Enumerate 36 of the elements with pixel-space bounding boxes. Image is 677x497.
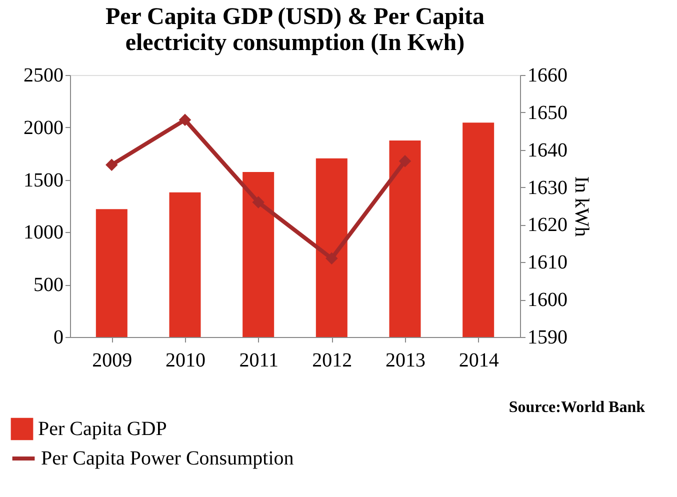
y2-tick-label: 1590 <box>528 326 568 348</box>
bar <box>316 158 348 337</box>
y-tick-label: 2000 <box>24 116 64 139</box>
x-tick-label: 2012 <box>312 350 352 372</box>
bar <box>462 122 494 337</box>
point <box>106 158 118 171</box>
y-tick-label: 2500 <box>24 64 64 86</box>
y2-tick-label: 1650 <box>528 102 568 124</box>
x-tick-label: 2009 <box>92 350 132 372</box>
point <box>178 114 192 126</box>
x-tick-label: 2013 <box>386 350 426 372</box>
x-tick-label: 2014 <box>458 350 499 372</box>
bar <box>169 192 201 337</box>
y2-tick-label: 1660 <box>528 64 568 86</box>
bar <box>242 172 274 337</box>
chart-title: Per Capita GDP (USD) & Per Capita electricity consumption (In Kwh) <box>105 4 485 56</box>
y-tick-label: 500 <box>34 274 64 296</box>
bar <box>96 209 128 337</box>
x-tick-label: 2010 <box>166 350 206 372</box>
y-tick-label: 0 <box>54 326 64 348</box>
y-tick-label: 1500 <box>24 169 64 192</box>
legend-label: Per Capita GDP <box>38 418 167 440</box>
y2-tick-label: 1640 <box>528 139 568 162</box>
point <box>326 252 338 265</box>
y2-tick-label: 1620 <box>528 214 568 236</box>
bar <box>389 140 421 337</box>
y2-tick-label: 1610 <box>528 252 568 274</box>
y-tick-label: 1000 <box>24 222 64 244</box>
y2-axis-title: In kWh <box>570 176 592 237</box>
y2-tick-label: 1600 <box>528 289 568 312</box>
point <box>252 196 264 208</box>
source-note: Source:World Bank <box>508 399 646 416</box>
point <box>398 154 412 168</box>
y2-tick-label: 1630 <box>528 176 568 199</box>
legend-label: Per Capita Power Consumption <box>41 448 294 470</box>
x-tick-label: 2011 <box>239 350 278 372</box>
